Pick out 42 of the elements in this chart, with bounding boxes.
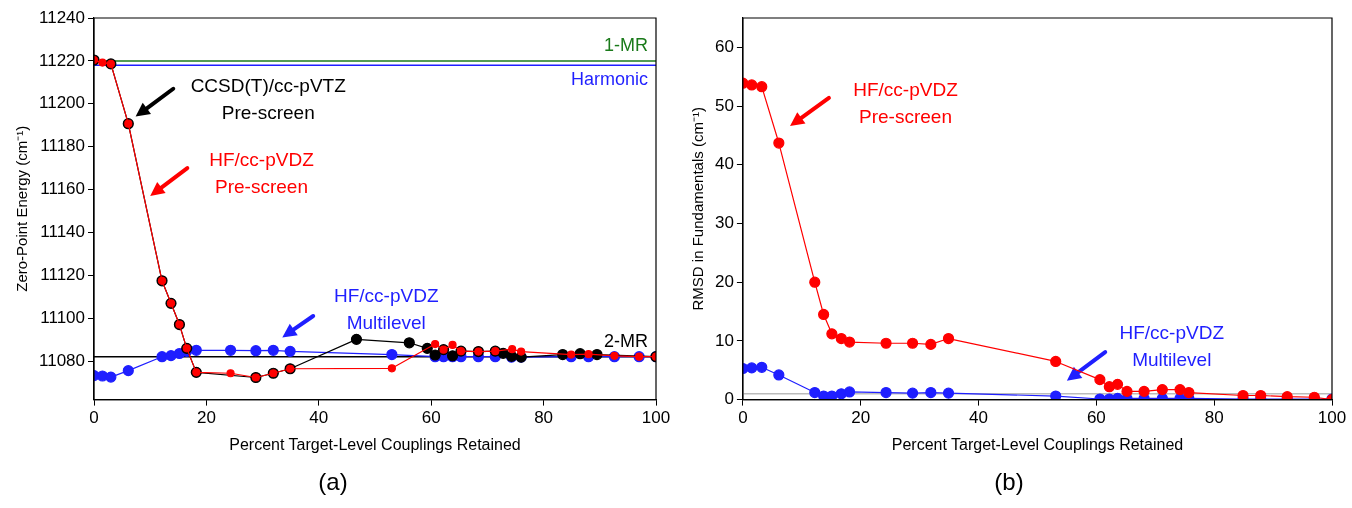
y-tick-label: 60 — [714, 37, 734, 57]
annotation: HF/cc-pVDZ Multilevel — [1119, 322, 1225, 371]
text: (b) — [994, 468, 1024, 496]
y-tick-label: 40 — [714, 154, 734, 174]
ref-line-label: 1-MR — [604, 34, 648, 55]
x-tick-label: 60 — [421, 408, 441, 428]
x-tick-label: 0 — [738, 408, 748, 428]
ref-line-label: 2-MR — [604, 330, 648, 351]
annotation: HF/cc-pVDZ Pre-screen — [209, 149, 315, 198]
y-tick-label: 11160 — [40, 179, 86, 199]
y-tick-label: 11220 — [39, 50, 86, 70]
x-tick-label: 60 — [1086, 408, 1106, 428]
x-axis-title: Percent Target-Level Couplings Retained — [891, 436, 1184, 454]
y-tick-label: 11080 — [39, 350, 86, 370]
ref-line-label: Harmonic — [570, 69, 648, 90]
x-tick-label: 40 — [309, 408, 329, 428]
y-tick-label: 50 — [714, 95, 734, 115]
x-tick-label: 100 — [1317, 408, 1347, 428]
x-tick-label: 40 — [969, 408, 989, 428]
annotation: HF/cc-pVDZ Pre-screen — [853, 79, 959, 128]
y-tick-label: 11140 — [40, 222, 86, 242]
y-tick-label: 20 — [714, 271, 734, 291]
annotation: HF/cc-pVDZ Multilevel — [334, 285, 439, 334]
y-tick-label: 30 — [714, 213, 734, 233]
y-tick-label: 11240 — [39, 7, 86, 27]
y-tick-label: 11100 — [40, 307, 86, 327]
annotation: CCSD(T)/cc-pVTZ Pre-screen — [190, 75, 347, 124]
y-tick-label: 11180 — [40, 136, 86, 156]
x-tick-label: 80 — [534, 408, 554, 428]
x-tick-label: 80 — [1204, 408, 1224, 428]
y-axis-title: Zero-Point Energy (cm⁻¹) — [13, 125, 31, 292]
x-tick-label: 20 — [851, 408, 871, 428]
x-tick-label: 0 — [89, 408, 99, 428]
y-tick-label: 11200 — [39, 93, 86, 113]
y-tick-label: 0 — [724, 389, 734, 409]
x-axis-title: Percent Target-Level Couplings Retained — [229, 436, 521, 454]
text: (a) — [318, 468, 348, 496]
x-tick-label: 20 — [196, 408, 216, 428]
y-tick-label: 10 — [714, 330, 734, 350]
y-axis-title: RMSD in Fundamentals (cm⁻¹) — [689, 107, 707, 311]
x-tick-label: 100 — [641, 408, 671, 428]
y-tick-label: 11120 — [40, 264, 86, 284]
